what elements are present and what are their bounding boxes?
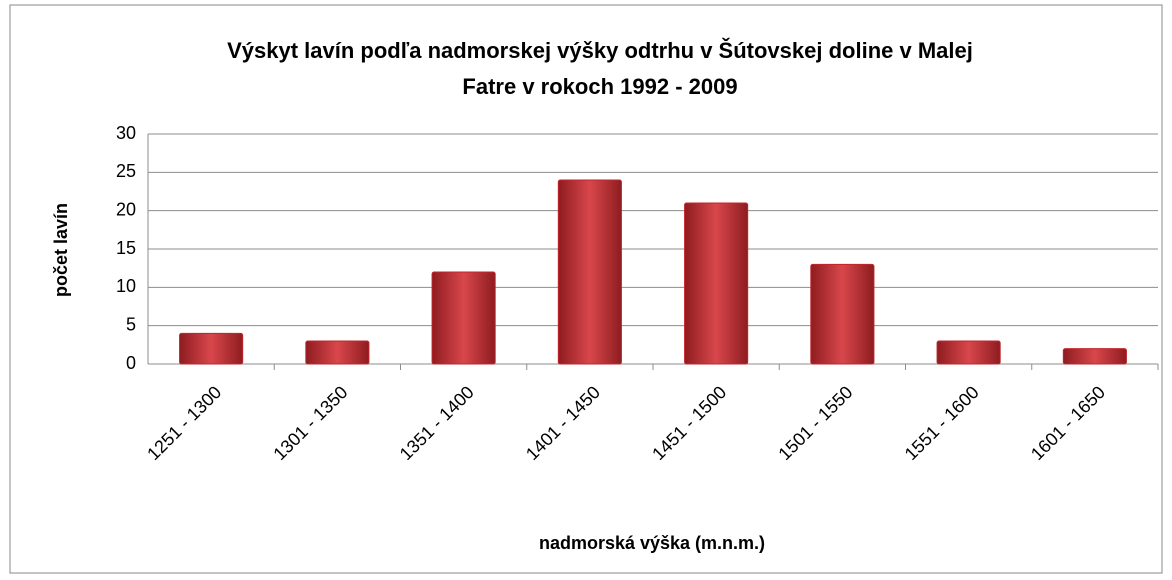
y-tick-label: 0 xyxy=(126,353,136,373)
chart-title: Výskyt lavín podľa nadmorskej výšky odtr… xyxy=(227,38,973,63)
bar xyxy=(684,202,749,365)
y-tick-label: 5 xyxy=(126,314,136,334)
y-tick-label: 10 xyxy=(116,276,136,296)
chart-title-line2: Fatre v rokoch 1992 - 2009 xyxy=(462,74,737,99)
y-tick-label: 15 xyxy=(116,238,136,258)
y-tick-label: 25 xyxy=(116,161,136,181)
y-tick-label: 20 xyxy=(116,199,136,219)
bar xyxy=(936,340,1001,365)
bar xyxy=(431,271,496,365)
y-axis-label: počet lavín xyxy=(51,203,71,297)
bar xyxy=(305,340,370,365)
bar xyxy=(1062,348,1127,365)
bar xyxy=(557,179,622,365)
x-axis-label: nadmorská výška (m.n.m.) xyxy=(539,533,765,553)
y-tick-label: 30 xyxy=(116,123,136,143)
bar xyxy=(179,332,244,365)
bar xyxy=(810,263,875,365)
